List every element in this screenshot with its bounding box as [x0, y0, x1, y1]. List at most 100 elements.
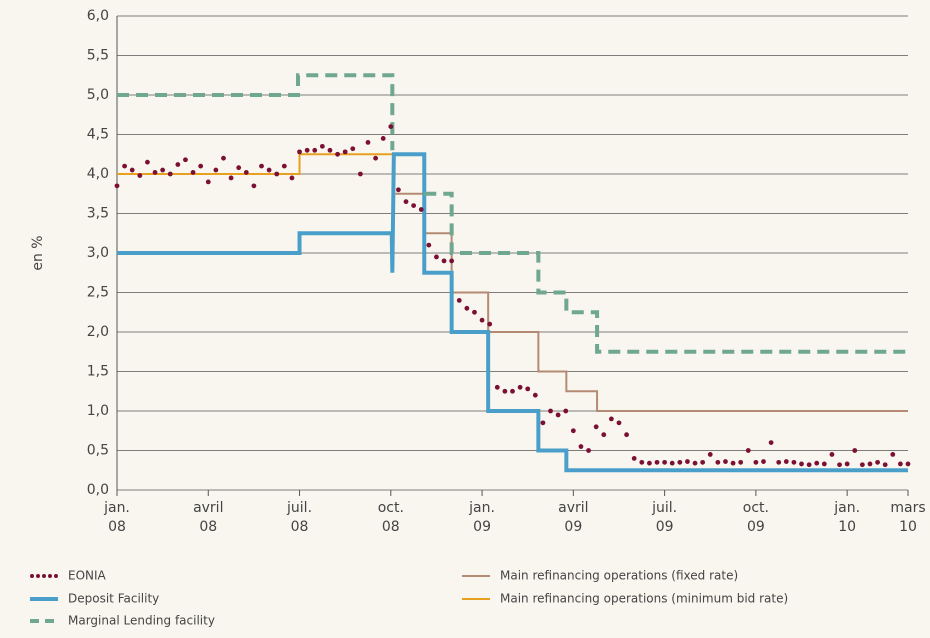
- data-point: [837, 462, 842, 468]
- data-point: [122, 163, 128, 169]
- data-point: [472, 309, 477, 315]
- data-point: [593, 424, 599, 430]
- data-point: [890, 452, 896, 457]
- data-point: [654, 459, 660, 465]
- data-point: [525, 386, 531, 392]
- data-point: [875, 459, 880, 465]
- data-point: [289, 175, 295, 181]
- x-tick-label: 10: [838, 519, 856, 535]
- data-point: [403, 199, 409, 205]
- data-point: [175, 162, 181, 167]
- data-point: [783, 459, 789, 464]
- x-tick-label: jan.: [833, 500, 860, 516]
- data-point: [236, 165, 242, 171]
- data-point: [647, 460, 652, 466]
- data-point: [791, 459, 797, 465]
- y-tick-label: 3,5: [87, 206, 109, 222]
- y-tick-label: 5,5: [87, 48, 109, 64]
- y-tick-label: 2,0: [87, 324, 109, 340]
- data-point: [502, 388, 508, 394]
- data-point: [707, 452, 713, 457]
- data-point: [738, 459, 744, 465]
- data-point: [616, 420, 622, 426]
- legend-swatch: [54, 574, 58, 578]
- x-tick-label: juil.: [286, 500, 312, 516]
- legend-label: EONIA: [68, 569, 107, 583]
- data-point: [312, 147, 318, 153]
- y-tick-label: 1,5: [87, 364, 109, 380]
- data-point: [243, 170, 249, 175]
- data-point: [456, 298, 462, 303]
- data-point: [198, 163, 204, 169]
- data-point: [806, 462, 812, 468]
- data-point: [129, 167, 135, 173]
- data-point: [776, 459, 782, 465]
- y-tick-label: 0,0: [87, 482, 109, 498]
- data-point: [859, 462, 865, 468]
- data-point: [335, 151, 340, 157]
- series-line: [395, 192, 908, 412]
- y-tick-label: 4,0: [87, 166, 109, 182]
- data-point: [517, 384, 523, 390]
- legend-label: Main refinancing operations (minimum bid…: [500, 592, 788, 606]
- data-point: [639, 459, 645, 465]
- data-point: [137, 173, 143, 178]
- legend-swatch: [42, 574, 46, 578]
- data-point: [821, 461, 827, 467]
- x-tick-label: 09: [473, 519, 491, 535]
- data-point: [388, 124, 394, 129]
- series-line: [117, 153, 394, 175]
- data-point: [396, 187, 401, 193]
- data-point: [152, 170, 158, 175]
- data-point: [867, 461, 873, 467]
- data-point: [852, 448, 858, 453]
- data-point: [608, 416, 614, 422]
- data-point: [373, 155, 378, 161]
- x-tick-label: oct.: [743, 500, 769, 516]
- legend-swatch: [48, 574, 52, 578]
- legend-label: Marginal Lending facility: [68, 614, 215, 628]
- data-point: [205, 179, 211, 185]
- x-tick-label: avril: [193, 500, 223, 516]
- y-tick-label: 0,5: [87, 443, 109, 459]
- data-point: [297, 149, 302, 155]
- data-point: [464, 305, 470, 311]
- data-point: [494, 384, 500, 390]
- data-point: [259, 163, 264, 169]
- series-line: [117, 152, 908, 473]
- data-point: [327, 147, 333, 153]
- y-tick-label: 3,0: [87, 245, 109, 261]
- data-point: [882, 462, 888, 468]
- y-tick-label: 4,5: [87, 127, 109, 143]
- data-point: [357, 171, 363, 177]
- data-point: [677, 459, 683, 465]
- series-line: [117, 73, 908, 354]
- data-point: [145, 159, 150, 165]
- legend-label: Deposit Facility: [68, 592, 159, 606]
- x-tick-label: mars: [890, 500, 925, 516]
- data-point: [905, 461, 911, 467]
- x-tick-label: 09: [564, 519, 582, 535]
- data-point: [555, 412, 561, 418]
- x-tick-label: 08: [382, 519, 400, 535]
- data-point: [365, 140, 371, 145]
- data-point: [601, 432, 607, 438]
- data-point: [221, 155, 226, 161]
- legend-swatch: [30, 574, 34, 578]
- x-tick-label: 09: [747, 519, 765, 535]
- data-point: [753, 459, 759, 465]
- data-point: [213, 167, 219, 173]
- data-point: [761, 459, 766, 464]
- data-point: [829, 452, 835, 457]
- x-tick-label: 10: [899, 519, 917, 535]
- x-tick-label: 08: [291, 519, 309, 535]
- data-point: [441, 258, 447, 264]
- data-point: [342, 149, 348, 155]
- data-point: [183, 157, 188, 163]
- data-point: [548, 408, 553, 414]
- x-tick-label: 08: [108, 519, 126, 535]
- data-point: [380, 136, 386, 141]
- data-point: [479, 317, 485, 323]
- y-axis-label: en %: [30, 235, 46, 270]
